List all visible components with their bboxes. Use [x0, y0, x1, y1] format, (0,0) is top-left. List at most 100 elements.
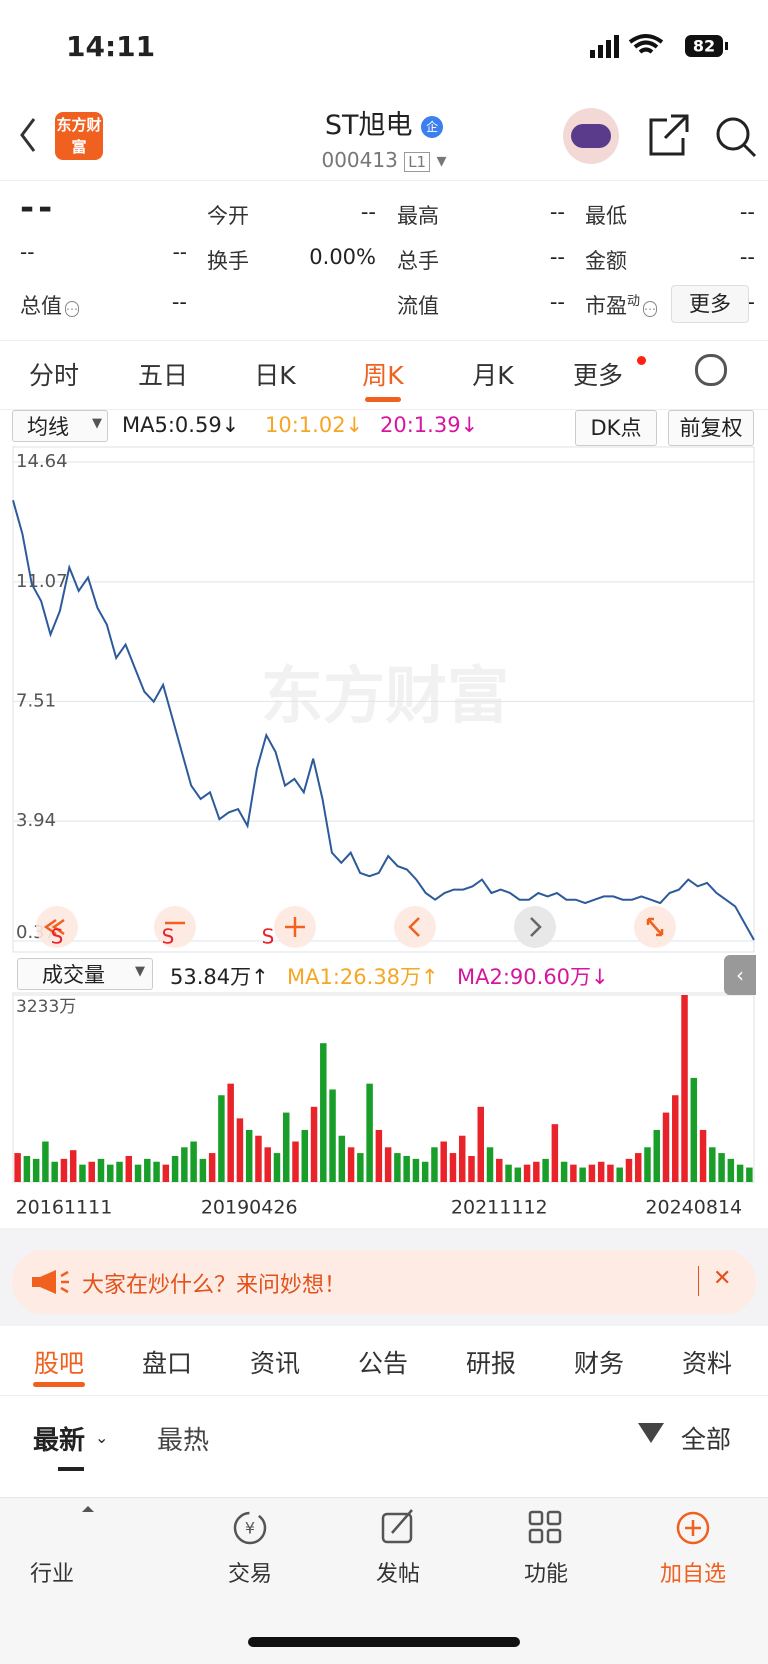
volume-bar — [486, 1147, 494, 1182]
volume-bar — [264, 1147, 271, 1182]
section-tab[interactable]: 公告 — [357, 1349, 408, 1378]
volume-select[interactable]: 成交量 — [17, 958, 153, 990]
home-indicator — [248, 1637, 520, 1647]
nav-item[interactable]: 功能 — [523, 1562, 568, 1587]
banner[interactable]: 大家在炒什么？来问妙想！ ✕ — [12, 1250, 756, 1314]
section-tab[interactable]: 股吧 — [33, 1349, 84, 1378]
section-tab[interactable]: 研报 — [465, 1349, 516, 1378]
volume-bar — [125, 1155, 133, 1182]
volume-bar — [653, 1129, 660, 1182]
collapse[interactable]: ‹ — [724, 955, 756, 995]
volume-bar — [171, 1155, 179, 1182]
logo: 东方财富 — [55, 112, 103, 160]
adjust-button[interactable]: 前复权 — [668, 410, 754, 446]
volume-bar — [107, 1164, 114, 1182]
volume-bar — [69, 1150, 77, 1182]
stock-title: ST旭电 企 — [0, 103, 768, 142]
assistant[interactable] — [563, 108, 619, 164]
volume-bar — [431, 1147, 438, 1182]
tab[interactable]: 分时 — [28, 361, 79, 390]
volume-bar — [51, 1161, 58, 1182]
filter-all[interactable]: 全部 — [681, 1425, 732, 1454]
volume-legend-item: 53.84万↑ — [170, 965, 269, 989]
chart-button[interactable] — [36, 906, 78, 948]
nav-item[interactable]: 发帖 — [375, 1562, 420, 1587]
volume-bar — [366, 1083, 373, 1182]
tab[interactable]: 月K — [472, 361, 514, 390]
tab[interactable]: 五日 — [137, 361, 188, 390]
actions[interactable] — [645, 112, 765, 160]
tab[interactable]: 日K — [254, 361, 296, 390]
volume-bar — [199, 1158, 207, 1182]
svg-text:¥: ¥ — [245, 1519, 255, 1538]
button-icon — [408, 917, 420, 937]
field-label: 最低 — [585, 204, 627, 228]
tab[interactable]: 周K — [362, 361, 404, 390]
tab-underline — [365, 397, 401, 402]
info-icon[interactable]: ⋯ — [65, 301, 79, 317]
section-tab[interactable]: 资讯 — [249, 1349, 300, 1378]
volume-bar — [384, 1147, 392, 1182]
volume-bar — [458, 1135, 466, 1182]
volume-bar — [301, 1129, 309, 1182]
filter-item[interactable]: 最热 — [157, 1426, 210, 1456]
sell-signal: S — [262, 925, 275, 949]
volume-bar — [79, 1164, 86, 1182]
volume-bar — [403, 1155, 410, 1182]
volume-bar — [533, 1161, 540, 1182]
field-label: 流值 — [397, 294, 439, 318]
code: 000413 — [321, 148, 398, 172]
chart-button[interactable] — [514, 906, 556, 948]
section-tab[interactable]: 资料 — [681, 1349, 732, 1378]
volume-bar — [505, 1164, 512, 1182]
volume-bar — [320, 1043, 327, 1182]
chart-button[interactable] — [154, 906, 196, 948]
tab[interactable]: 更多 — [572, 361, 623, 390]
volume-bar — [616, 1167, 623, 1182]
volume-bar — [672, 1095, 679, 1182]
tabs — [0, 340, 768, 410]
back[interactable] — [18, 115, 38, 155]
volume-bar — [116, 1161, 123, 1182]
y-tick-label: 7.51 — [16, 690, 56, 711]
nav-item[interactable]: 加自选 — [659, 1562, 726, 1587]
price-line — [12, 500, 755, 941]
sell-signal: S — [51, 925, 64, 949]
volume-bar — [144, 1158, 151, 1182]
dk-button[interactable]: DK点 — [575, 410, 657, 446]
volume-bar — [718, 1153, 725, 1182]
volume-bar — [662, 1112, 670, 1182]
field-value: -- — [171, 290, 187, 314]
red-dot — [637, 356, 646, 365]
field-sup: 动 — [627, 294, 641, 309]
volume-bar — [468, 1155, 475, 1182]
nav-item[interactable]: 交易 — [227, 1562, 272, 1587]
watermark: 东方财富 — [261, 659, 509, 732]
settings[interactable] — [695, 354, 727, 386]
section-tab[interactable]: 盘口 — [141, 1349, 192, 1378]
more-button[interactable]: 更多 — [671, 285, 749, 323]
divider — [0, 1395, 768, 1396]
ma-label: 10:1.02↓ — [265, 413, 364, 437]
volume-bar — [357, 1153, 364, 1182]
filter-item[interactable]: 最新 — [33, 1426, 86, 1456]
volume-bar — [588, 1164, 596, 1182]
volume-bar — [227, 1083, 234, 1182]
chart-button[interactable] — [394, 906, 436, 948]
volume-bar — [496, 1158, 503, 1182]
volume-bar — [736, 1164, 744, 1182]
section-tab[interactable]: 财务 — [573, 1349, 624, 1378]
close[interactable]: ✕ — [698, 1266, 731, 1296]
field-value: -- — [549, 200, 565, 224]
ma-select[interactable]: 均线 — [12, 410, 108, 442]
volume-bar — [375, 1129, 383, 1182]
volume-bar — [181, 1147, 188, 1182]
field-value: 0.00% — [309, 245, 376, 269]
caret: ▼ — [135, 964, 145, 979]
y-tick-label: 11.07 — [16, 571, 68, 592]
nav-item[interactable]: 行业 — [29, 1562, 74, 1587]
info-icon[interactable]: ⋯ — [643, 301, 658, 317]
volume-bar — [570, 1164, 577, 1182]
change: -- — [172, 240, 187, 264]
